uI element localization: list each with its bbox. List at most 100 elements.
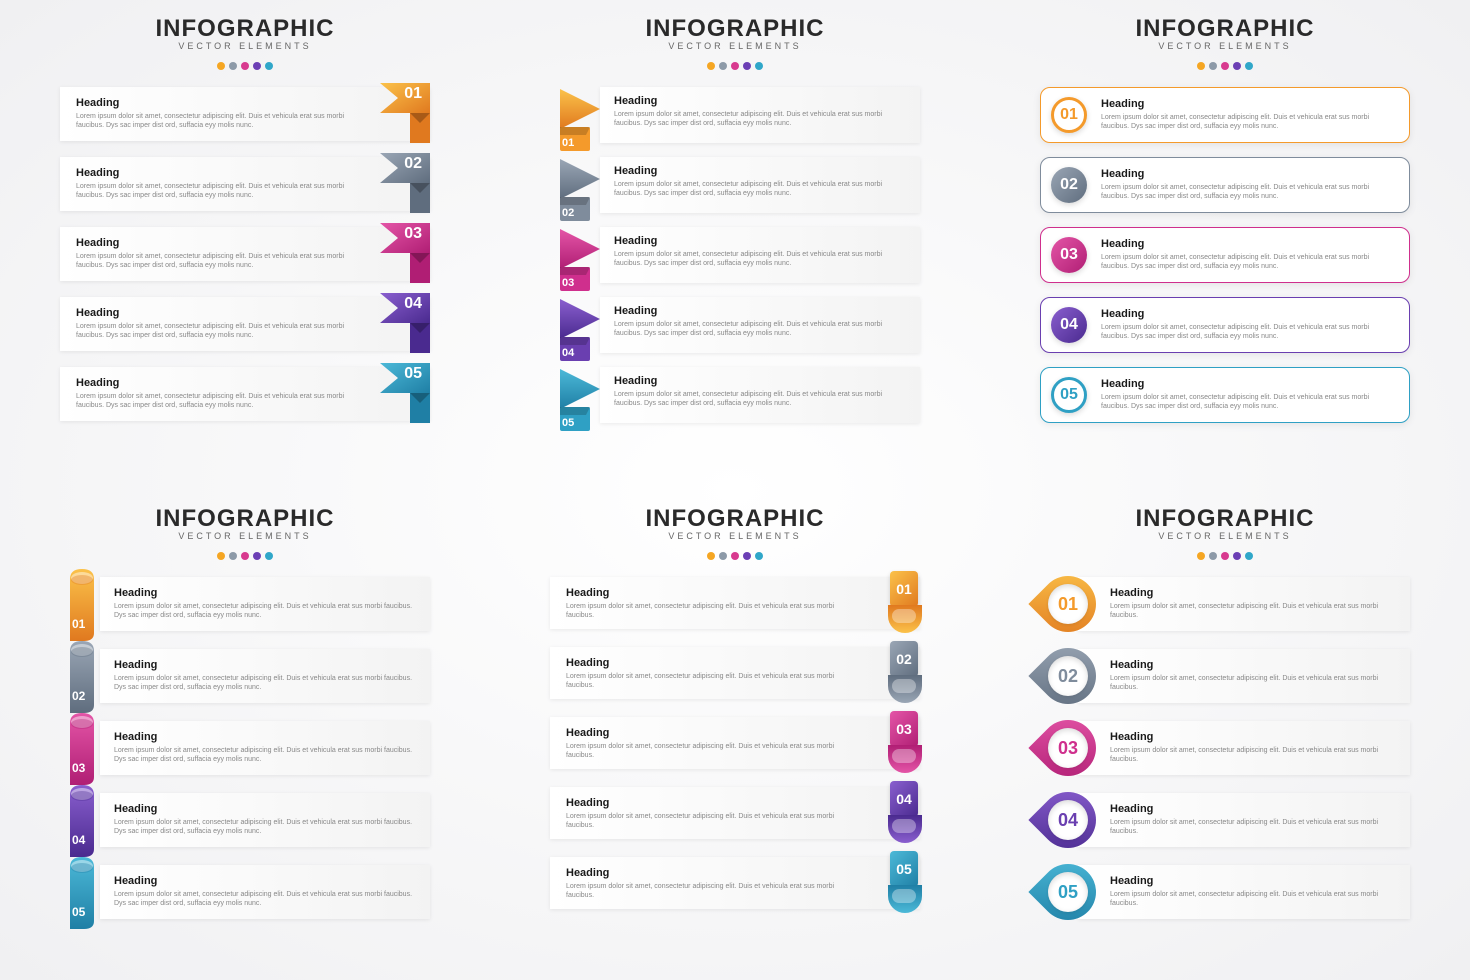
item-body: Lorem ipsum dolor sit amet, consectetur … [1101,113,1395,132]
title: INFOGRAPHIC [550,15,920,43]
item-number: 04 [72,833,85,847]
item-body: Lorem ipsum dolor sit amet, consectetur … [1110,602,1396,621]
card-stack: 01 Heading Lorem ipsum dolor sit amet, c… [60,577,430,919]
item-body: Lorem ipsum dolor sit amet, consectetur … [114,746,416,765]
subtitle: VECTOR ELEMENTS [1040,41,1410,51]
item-heading: Heading [76,307,360,319]
item-number: 03 [1058,738,1078,759]
number-circle-icon: 03 [1051,237,1087,273]
title-block: INFOGRAPHIC VECTOR ELEMENTS [1040,15,1410,75]
palette-dot [743,552,751,560]
palette-dot [719,552,727,560]
list-item: 05 Heading Lorem ipsum dolor sit amet, c… [1078,865,1410,919]
palette-dot [743,62,751,70]
subtitle: VECTOR ELEMENTS [60,531,430,541]
item-heading: Heading [1101,168,1395,180]
item-number: 01 [404,85,422,103]
item-heading: Heading [1110,875,1396,887]
list-item: 01 Heading Lorem ipsum dolor sit amet, c… [600,87,920,143]
list-item: 02 Heading Lorem ipsum dolor sit amet, c… [600,157,920,213]
palette-dot [241,62,249,70]
item-body: Lorem ipsum dolor sit amet, consectetur … [76,182,360,201]
flag-pointer-icon: 05 [556,369,604,435]
item-heading: Heading [1110,731,1396,743]
item-body: Lorem ipsum dolor sit amet, consectetur … [114,674,416,693]
item-heading: Heading [1101,98,1395,110]
item-body: Lorem ipsum dolor sit amet, consectetur … [614,320,906,339]
item-number: 04 [1058,810,1078,831]
curl-tag-icon: 01 [880,571,926,635]
item-number: 03 [404,225,422,243]
item-number: 04 [1060,316,1078,334]
palette-dot [1221,552,1229,560]
list-item: Heading Lorem ipsum dolor sit amet, cons… [60,87,430,141]
title: INFOGRAPHIC [1040,15,1410,43]
title-block: INFOGRAPHIC VECTOR ELEMENTS [1040,505,1410,565]
item-body: Lorem ipsum dolor sit amet, consectetur … [76,392,360,411]
palette-dot [265,552,273,560]
palette-dots [550,57,920,75]
item-heading: Heading [1101,308,1395,320]
palette-dot [1197,552,1205,560]
list-item: 02 Heading Lorem ipsum dolor sit amet, c… [1078,649,1410,703]
item-body: Lorem ipsum dolor sit amet, consectetur … [114,890,416,909]
palette-dot [755,62,763,70]
flag-pointer-icon: 04 [556,299,604,365]
number-circle-icon: 04 [1051,307,1087,343]
ribbon-arrow-icon: 03 [370,219,440,289]
ribbon-arrow-icon: 02 [370,149,440,219]
card-stack: 01 Heading Lorem ipsum dolor sit amet, c… [1040,87,1410,423]
list-item: 03 Heading Lorem ipsum dolor sit amet, c… [600,227,920,283]
item-body: Lorem ipsum dolor sit amet, consectetur … [566,672,850,691]
list-item: 03 Heading Lorem ipsum dolor sit amet, c… [100,721,430,775]
curl-ribbon-icon: 03 [64,713,102,785]
infographic-variant-e: INFOGRAPHIC VECTOR ELEMENTS Heading Lore… [490,490,980,980]
item-heading: Heading [566,657,850,669]
list-item: 04 Heading Lorem ipsum dolor sit amet, c… [100,793,430,847]
item-heading: Heading [614,235,906,247]
list-item: Heading Lorem ipsum dolor sit amet, cons… [60,367,430,421]
item-heading: Heading [76,237,360,249]
item-body: Lorem ipsum dolor sit amet, consectetur … [76,112,360,131]
item-number: 03 [896,721,912,737]
subtitle: VECTOR ELEMENTS [60,41,430,51]
palette-dot [1197,62,1205,70]
card-stack: Heading Lorem ipsum dolor sit amet, cons… [550,577,920,909]
infographic-variant-d: INFOGRAPHIC VECTOR ELEMENTS 01 Heading L… [0,490,490,980]
item-heading: Heading [114,803,416,815]
item-heading: Heading [76,377,360,389]
subtitle: VECTOR ELEMENTS [1040,531,1410,541]
list-item: 01 Heading Lorem ipsum dolor sit amet, c… [1078,577,1410,631]
list-item: Heading Lorem ipsum dolor sit amet, cons… [550,577,920,629]
palette-dot [229,552,237,560]
palette-dots [1040,547,1410,565]
item-body: Lorem ipsum dolor sit amet, consectetur … [1101,393,1395,412]
item-body: Lorem ipsum dolor sit amet, consectetur … [566,812,850,831]
palette-dots [60,547,430,565]
palette-dot [1221,62,1229,70]
palette-dot [1245,62,1253,70]
item-number: 04 [404,295,422,313]
curl-tag-icon: 02 [880,641,926,705]
item-body: Lorem ipsum dolor sit amet, consectetur … [614,390,906,409]
drop-circle-icon: 02 [1040,648,1096,704]
list-item: 03 Heading Lorem ipsum dolor sit amet, c… [1078,721,1410,775]
item-number: 04 [896,791,912,807]
item-heading: Heading [114,587,416,599]
palette-dot [1245,552,1253,560]
list-item: 01 Heading Lorem ipsum dolor sit amet, c… [100,577,430,631]
infographic-variant-a: INFOGRAPHIC VECTOR ELEMENTS Heading Lore… [0,0,490,490]
palette-dot [719,62,727,70]
item-number: 05 [896,861,912,877]
list-item: 04 Heading Lorem ipsum dolor sit amet, c… [1078,793,1410,847]
flag-pointer-icon: 01 [556,89,604,155]
item-body: Lorem ipsum dolor sit amet, consectetur … [1110,818,1396,837]
item-number: 04 [562,347,574,359]
palette-dot [229,62,237,70]
list-item: 04 Heading Lorem ipsum dolor sit amet, c… [600,297,920,353]
list-item: Heading Lorem ipsum dolor sit amet, cons… [550,857,920,909]
drop-circle-icon: 03 [1040,720,1096,776]
item-heading: Heading [566,727,850,739]
item-number: 03 [1060,246,1078,264]
drop-circle-icon: 05 [1040,864,1096,920]
